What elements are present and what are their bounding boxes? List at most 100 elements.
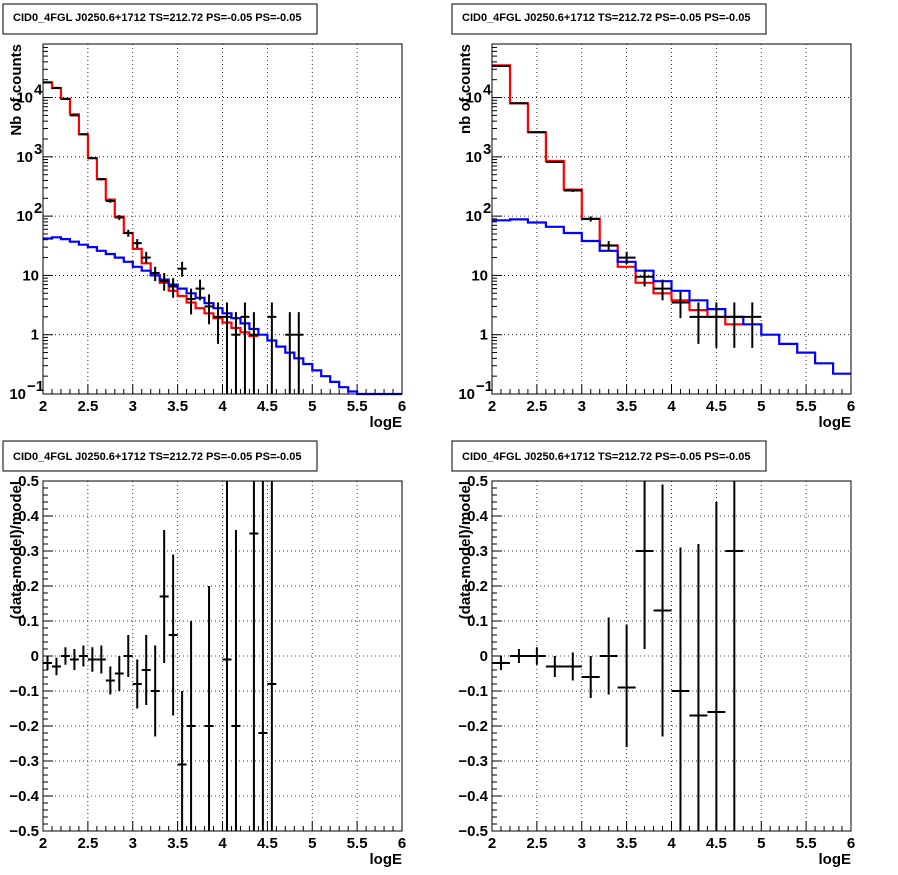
data-point bbox=[267, 481, 277, 831]
data-point bbox=[599, 617, 618, 695]
data-point bbox=[114, 215, 124, 221]
data-point bbox=[545, 160, 564, 163]
x-tick-label: 6 bbox=[847, 398, 855, 415]
data-point bbox=[177, 261, 187, 277]
data-point bbox=[285, 312, 295, 394]
x-tick-label: 4.5 bbox=[257, 835, 278, 852]
data-point bbox=[249, 481, 259, 831]
y-tick-label: 0 bbox=[31, 648, 39, 665]
x-tick-label: 3.5 bbox=[616, 835, 637, 852]
data-point bbox=[213, 302, 223, 344]
y-tick-exponent: 3 bbox=[483, 141, 491, 158]
y-tick-label: 1 bbox=[480, 327, 488, 344]
chart-title-box: CID0_4FGL J0250.6+1712 TS=212.72 PS=-0.0… bbox=[451, 3, 767, 35]
data-point bbox=[60, 97, 70, 100]
x-tick-label: 4 bbox=[218, 835, 227, 852]
chart-panel-4: CID0_4FGL J0250.6+1712 TS=212.72 PS=-0.0… bbox=[451, 440, 855, 868]
chart-title-box: CID0_4FGL J0250.6+1712 TS=212.72 PS=-0.0… bbox=[451, 440, 767, 472]
x-tick-label: 4.5 bbox=[257, 398, 278, 415]
data-point bbox=[509, 649, 528, 663]
y-tick-label: −0.3 bbox=[9, 753, 39, 770]
title-frame bbox=[2, 3, 318, 35]
y-tick-exponent: 2 bbox=[34, 200, 42, 217]
data-point bbox=[141, 251, 151, 264]
y-tick-label: 0.4 bbox=[18, 508, 40, 525]
x-tick-label: 4.5 bbox=[706, 398, 727, 415]
y-tick-label: −0.2 bbox=[458, 718, 488, 735]
chart-panel-1: CID0_4FGL J0250.6+1712 TS=212.72 PS=-0.0… bbox=[2, 3, 406, 431]
data-point bbox=[204, 294, 214, 325]
y-tick-label: −0.5 bbox=[458, 823, 488, 840]
y-tick-label: −0.1 bbox=[458, 683, 488, 700]
data-point bbox=[599, 241, 618, 251]
data-point bbox=[105, 199, 115, 203]
grid bbox=[43, 44, 402, 394]
data-point bbox=[105, 666, 115, 695]
y-tick-label: 0.4 bbox=[467, 508, 489, 525]
y-tick-label: −0.4 bbox=[9, 788, 39, 805]
y-tick-label: 10 bbox=[16, 208, 33, 225]
x-tick-label: 4.5 bbox=[706, 835, 727, 852]
x-tick-label: 6 bbox=[847, 835, 855, 852]
chart-title: CID0_4FGL J0250.6+1712 TS=212.72 PS=-0.0… bbox=[13, 451, 301, 463]
title-frame bbox=[451, 3, 767, 35]
data-point bbox=[51, 657, 61, 676]
plot-frame bbox=[491, 43, 852, 395]
data-point bbox=[78, 645, 88, 667]
data-point bbox=[159, 530, 169, 663]
data-point bbox=[96, 645, 106, 674]
data-point bbox=[258, 481, 268, 831]
ticks bbox=[491, 480, 852, 832]
x-tick-label: 2 bbox=[39, 398, 47, 415]
y-tick-label: 0 bbox=[480, 648, 488, 665]
data-points bbox=[492, 481, 744, 831]
data-point bbox=[581, 216, 600, 222]
data-point bbox=[186, 288, 196, 315]
plot-frame bbox=[42, 43, 403, 395]
x-tick-label: 5.5 bbox=[347, 398, 368, 415]
chart-panel-2: CID0_4FGL J0250.6+1712 TS=212.72 PS=-0.0… bbox=[451, 3, 855, 431]
data-points bbox=[43, 81, 304, 394]
data-point bbox=[240, 302, 250, 394]
data-point bbox=[249, 312, 259, 394]
y-tick-label: −0.5 bbox=[9, 823, 39, 840]
x-axis-title: logE bbox=[370, 414, 403, 431]
x-tick-label: 2 bbox=[488, 835, 496, 852]
x-tick-label: 5 bbox=[757, 835, 765, 852]
data-point bbox=[132, 239, 142, 249]
data-point bbox=[509, 102, 528, 105]
y-tick-exponent: 3 bbox=[34, 141, 42, 158]
data-point bbox=[231, 530, 241, 831]
data-point bbox=[123, 229, 133, 237]
chart-title: CID0_4FGL J0250.6+1712 TS=212.72 PS=-0.0… bbox=[462, 451, 750, 463]
y-tick-label: 10 bbox=[16, 90, 33, 107]
data-point bbox=[141, 635, 151, 705]
data-point bbox=[168, 554, 178, 716]
data-point bbox=[689, 302, 708, 344]
y-tick-label: 1 bbox=[31, 327, 39, 344]
data-point bbox=[186, 621, 196, 831]
data-point bbox=[177, 691, 187, 831]
data-point bbox=[60, 647, 70, 665]
grid bbox=[492, 44, 851, 394]
x-axis-title: logE bbox=[819, 414, 852, 431]
data-point bbox=[671, 291, 690, 319]
chart-title: CID0_4FGL J0250.6+1712 TS=212.72 PS=-0.0… bbox=[462, 12, 750, 24]
data-point bbox=[123, 635, 133, 677]
x-tick-label: 3.5 bbox=[167, 835, 188, 852]
y-tick-label: 0.2 bbox=[18, 578, 39, 595]
data-point bbox=[635, 481, 654, 649]
data-point bbox=[492, 656, 510, 670]
data-points bbox=[492, 65, 762, 348]
y-tick-exponent: −1 bbox=[27, 378, 44, 395]
y-axis-title: (data-model)/model bbox=[457, 481, 474, 619]
data-point bbox=[96, 177, 106, 181]
y-tick-label: 0.3 bbox=[467, 543, 488, 560]
data-point bbox=[294, 312, 304, 394]
x-axis-title: logE bbox=[819, 851, 852, 868]
data-point bbox=[132, 659, 142, 709]
y-tick-label: −0.1 bbox=[9, 683, 39, 700]
x-tick-label: 2 bbox=[488, 398, 496, 415]
data-point bbox=[87, 157, 97, 160]
